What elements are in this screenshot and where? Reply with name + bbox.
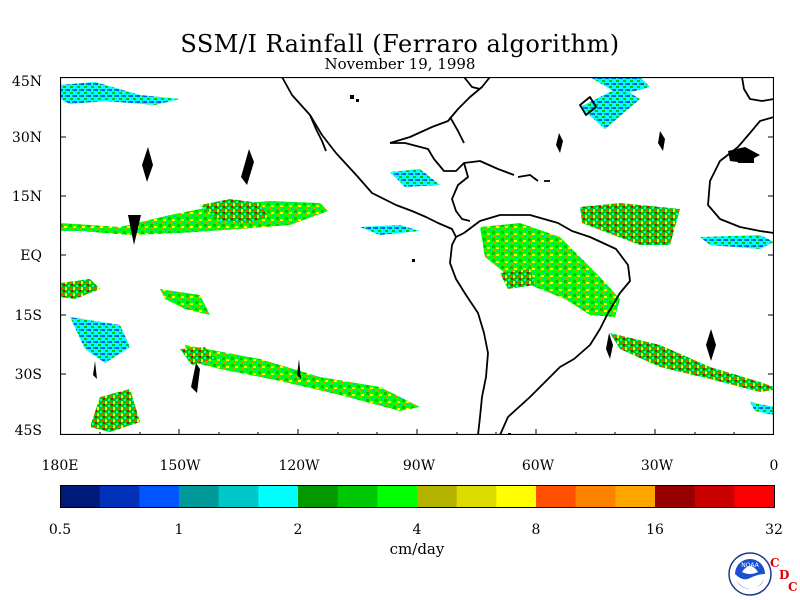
colorbar-swatch <box>655 485 696 507</box>
colorbar-swatch <box>337 485 378 507</box>
colorbar-tick-label: 1 <box>174 522 184 538</box>
lat-label: 15S <box>14 308 42 324</box>
colorbar-tick-label: 16 <box>646 522 664 538</box>
colorbar-tick-label: 32 <box>765 522 783 538</box>
lon-label: 30W <box>640 458 674 474</box>
colorbar-swatch <box>456 485 497 507</box>
colorbar-tick-label: 4 <box>412 522 422 538</box>
svg-text:NOAA: NOAA <box>741 562 759 569</box>
lat-label: EQ <box>20 248 42 264</box>
colorbar-swatch <box>218 485 259 507</box>
lon-label: 150W <box>159 458 201 474</box>
cdc-letter: D <box>779 568 790 582</box>
lat-label: 45S <box>14 423 42 439</box>
lat-label: 15N <box>11 189 42 205</box>
lon-label: 60W <box>521 458 555 474</box>
colorbar-swatch <box>179 485 220 507</box>
lon-label: 90W <box>402 458 436 474</box>
lat-label: 30N <box>11 130 42 146</box>
map-frame <box>60 77 774 435</box>
colorbar <box>60 485 775 508</box>
colorbar-swatch <box>734 485 775 507</box>
tick-marks <box>60 136 774 435</box>
lon-label: 0 <box>769 458 779 474</box>
colorbar-swatch <box>615 485 656 507</box>
colorbar-swatch <box>377 485 418 507</box>
colorbar-swatch <box>99 485 140 507</box>
colorbar-swatch <box>139 485 180 507</box>
colorbar-swatch <box>575 485 616 507</box>
colorbar-tick-label: 8 <box>531 522 541 538</box>
rain-areas <box>60 77 774 432</box>
colorbar-tick-label: 0.5 <box>48 522 72 538</box>
noaa-logo-icon: NOAA <box>728 552 772 596</box>
map-title: SSM/I Rainfall (Ferraro algorithm) <box>180 30 620 58</box>
rainfall-map <box>60 77 774 435</box>
cdc-letter: C <box>788 580 798 594</box>
colorbar-swatch <box>536 485 577 507</box>
lat-label: 45N <box>11 74 42 90</box>
colorbar-swatch <box>60 485 101 507</box>
map-date: November 19, 1998 <box>324 55 476 73</box>
colorbar-swatch <box>258 485 299 507</box>
colorbar-swatch <box>496 485 537 507</box>
colorbar-swatch <box>417 485 458 507</box>
lon-label: 120W <box>278 458 320 474</box>
colorbar-swatch <box>298 485 339 507</box>
lon-label: 180E <box>41 458 79 474</box>
cdc-letter: C <box>770 556 780 570</box>
lat-label: 30S <box>14 367 42 383</box>
colorbar-units: cm/day <box>389 540 445 558</box>
coastlines <box>281 77 774 435</box>
colorbar-tick-label: 2 <box>293 522 303 538</box>
colorbar-swatch <box>694 485 735 507</box>
